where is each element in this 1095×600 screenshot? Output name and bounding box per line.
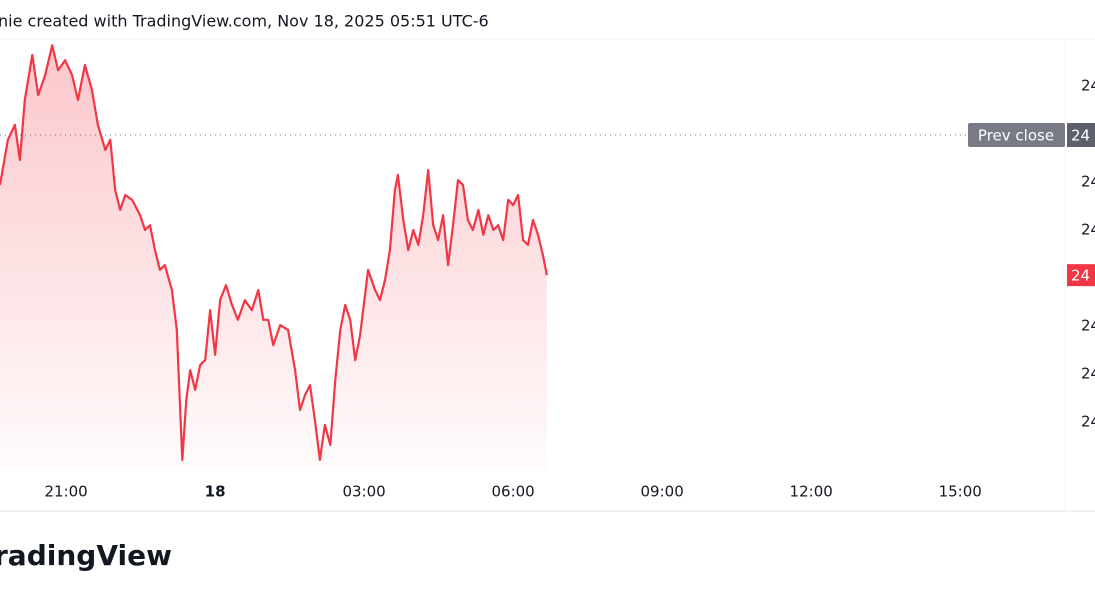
header-text: nie created with TradingView.com, Nov 18…: [0, 12, 489, 31]
prev-close-price-badge: [1067, 123, 1095, 148]
x-tick-label: 06:00: [492, 483, 535, 501]
x-tick-label: 18: [205, 483, 226, 501]
y-tick-label: 24: [1081, 317, 1095, 335]
y-tick-label: 24: [1081, 365, 1095, 383]
x-tick-label: 21:00: [44, 483, 87, 501]
y-tick-label: 24: [1081, 221, 1095, 239]
area-fill: [0, 45, 547, 471]
x-tick-label: 15:00: [939, 483, 982, 501]
plot: 21:00 18 03:00 06:00 09:00 12:00 15:00 24 24 24 24…: [0, 44, 1095, 501]
footer-logo: radingView: [0, 539, 172, 572]
price-line: [0, 44, 548, 461]
y-tick-label: 24: [1081, 77, 1095, 95]
y-tick-label: 24: [1081, 413, 1095, 431]
last-price-badge: [1067, 264, 1095, 287]
y-tick-label: 24: [1081, 173, 1095, 191]
prev-close-badge: [968, 123, 1065, 148]
x-tick-label: 03:00: [342, 483, 385, 501]
x-tick-label: 09:00: [641, 483, 684, 501]
last-price-label: 24: [1071, 267, 1090, 285]
x-tick-label: 12:00: [790, 483, 833, 501]
prev-close-price: 24: [1071, 127, 1090, 145]
prev-close-name: Prev close: [978, 127, 1054, 145]
